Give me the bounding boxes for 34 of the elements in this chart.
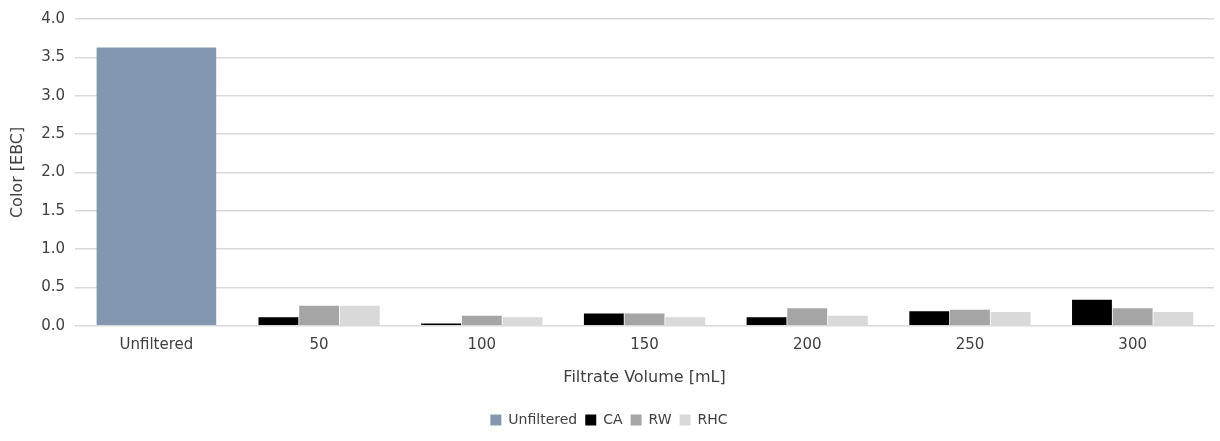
bar (909, 311, 950, 326)
bar (299, 305, 340, 326)
legend-label: Unfiltered (508, 410, 578, 427)
y-tick-label: 1.5 (41, 200, 66, 219)
y-tick-label: 2.0 (41, 162, 66, 181)
y-tick-label: 0.5 (41, 277, 66, 296)
bar (258, 317, 299, 326)
x-axis-title: Filtrate Volume [mL] (563, 366, 726, 386)
y-axis-title: Color [EBC] (6, 126, 26, 219)
x-tick-label: 200 (792, 334, 822, 353)
y-tick-label: 4.0 (41, 8, 66, 27)
y-tick-label: 2.5 (41, 123, 66, 142)
y-tick-label: 1.0 (41, 238, 66, 257)
bar (1072, 299, 1112, 326)
x-tick-label: 150 (630, 334, 659, 353)
x-tick-label: 100 (467, 334, 497, 353)
y-tick-label: 3.0 (41, 85, 66, 104)
bar (461, 315, 502, 326)
bar (1112, 308, 1153, 326)
bar (624, 313, 665, 326)
legend-label: CA (603, 410, 624, 427)
bar (96, 47, 217, 326)
legend-label: RHC (697, 410, 728, 427)
x-tick-label: 50 (309, 334, 329, 353)
bar (746, 317, 787, 326)
legend-label: RW (648, 410, 672, 427)
x-tick-label: 250 (955, 334, 985, 353)
bar (787, 308, 828, 326)
bar (583, 313, 624, 326)
bar (950, 309, 990, 326)
x-tick-label: 300 (1118, 334, 1147, 353)
y-tick-label: 3.5 (41, 47, 66, 66)
y-tick-label: 0.0 (41, 315, 66, 334)
x-tick-label: Unfiltered (119, 334, 194, 353)
